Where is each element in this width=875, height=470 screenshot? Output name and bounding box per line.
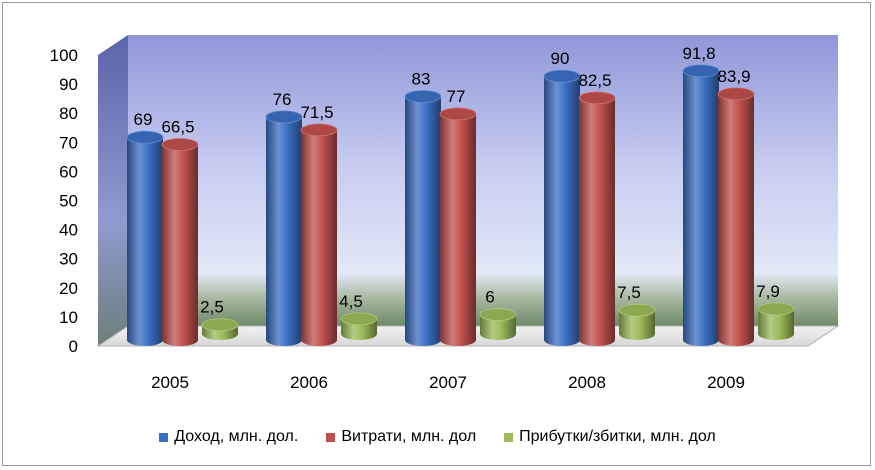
bar [201,318,239,340]
x-tick-label: 2008 [568,373,606,392]
bar [439,107,477,347]
data-label: 83,9 [717,67,750,86]
bar [300,123,338,346]
legend-swatch [504,432,514,442]
bar [340,312,378,340]
legend-item: Витрати, млн. дол [326,428,476,446]
bar [618,303,656,340]
legend: Доход, млн. дол. Витрати, млн. дол Прибутк… [0,428,875,446]
data-label: 82,5 [578,71,611,90]
data-label: 91,8 [682,44,715,63]
data-label: 4,5 [339,292,363,311]
bar [543,69,581,346]
y-tick-label: 100 [50,46,78,65]
data-label: 77 [447,87,466,106]
data-label: 83 [412,69,431,88]
legend-swatch [326,432,336,442]
data-label: 7,9 [756,282,780,301]
y-tick-label: 10 [59,308,78,327]
legend-item: Доход, млн. дол. [159,428,298,446]
data-label: 69 [134,110,153,129]
y-tick-label: 70 [59,133,78,152]
side-wall [98,35,128,346]
y-tick-label: 40 [59,221,78,240]
data-label: 2,5 [200,298,224,317]
bar [682,64,720,346]
data-label: 76 [273,90,292,109]
x-tick-label: 2007 [429,373,467,392]
y-tick-label: 50 [59,192,78,211]
legend-swatch [159,432,169,442]
bar [126,130,164,346]
bar [265,110,303,346]
y-tick-label: 80 [59,104,78,123]
legend-item: Прибутки/збитки, млн. дол [504,428,716,446]
y-tick-label: 90 [59,75,78,94]
bar [717,87,755,346]
y-tick-label: 30 [59,250,78,269]
bar [578,91,616,346]
bar [404,90,442,346]
data-label: 66,5 [161,117,194,136]
legend-label: Доход, млн. дол. [174,428,299,445]
data-label: 6 [485,288,494,307]
data-label: 7,5 [617,283,641,302]
bar [161,138,199,346]
legend-label: Витрати, млн. дол [341,428,477,445]
bar [479,308,517,340]
x-tick-label: 2009 [707,373,745,392]
y-tick-label: 0 [69,337,78,356]
data-label: 71,5 [300,103,333,122]
y-tick-label: 20 [59,279,78,298]
x-tick-label: 2006 [290,373,328,392]
bar [757,302,795,340]
legend-label: Прибутки/збитки, млн. дол [519,428,716,445]
data-label: 90 [551,49,570,68]
y-tick-label: 60 [59,162,78,181]
x-tick-label: 2005 [151,373,189,392]
